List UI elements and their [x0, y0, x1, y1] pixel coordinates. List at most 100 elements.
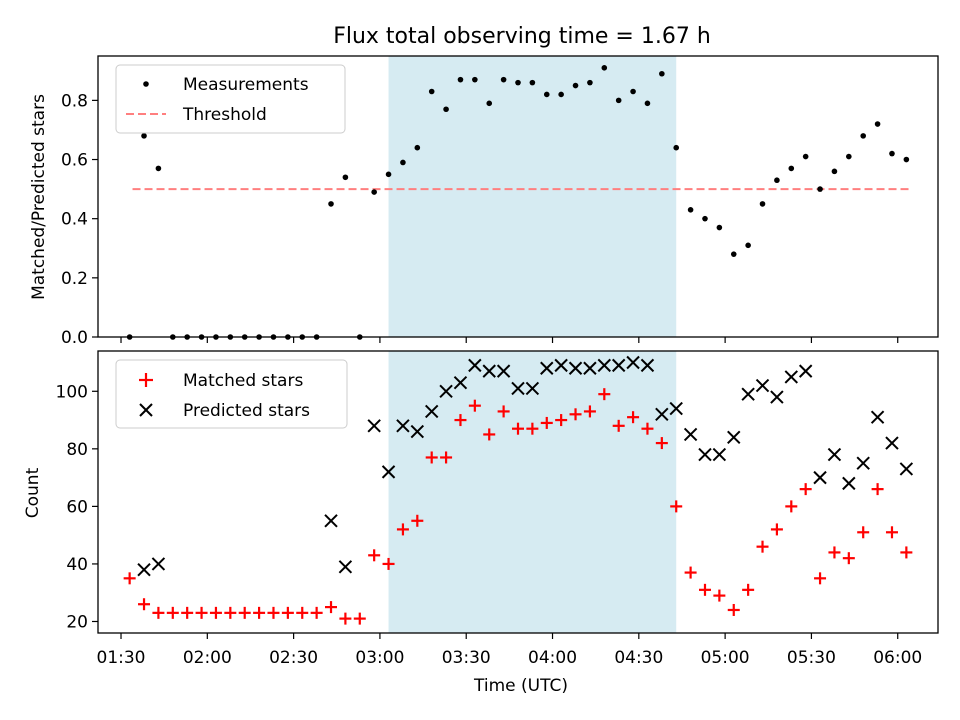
x-tick-label: 05:30 — [787, 648, 836, 668]
predicted-star-point — [827, 447, 842, 462]
matched-star-point — [885, 526, 898, 539]
measurement-point — [457, 76, 464, 83]
predicted-star-point — [496, 364, 511, 378]
predicted-star-point — [784, 370, 798, 384]
measurement-point — [414, 144, 421, 151]
measurement-point — [443, 106, 449, 113]
top-panel: 0.00.20.40.60.8 Matched/Predicted stars … — [29, 55, 939, 348]
matched-star-point — [512, 422, 524, 435]
measurement-point — [371, 189, 377, 195]
predicted-star-point — [727, 430, 741, 445]
legend-matched-marker — [139, 373, 153, 387]
matched-star-point — [857, 526, 870, 539]
matched-star-point — [828, 546, 841, 559]
measurement-point — [831, 168, 838, 175]
matched-star-point — [238, 606, 251, 619]
predicted-star-point — [410, 424, 425, 439]
matched-star-point — [138, 598, 151, 611]
matched-star-point — [698, 583, 711, 596]
bottom-y-axis-label: Count — [23, 467, 43, 518]
measurement-point — [630, 88, 636, 95]
predicted-star-point — [367, 419, 381, 433]
matched-star-point — [814, 572, 827, 585]
bottom-y-ticks: 20 40 60 80 100 — [56, 382, 98, 632]
y-tick-label: 0.4 — [61, 210, 88, 230]
bottom-legend-box — [115, 359, 348, 429]
top-shaded-span — [388, 56, 677, 337]
measurement-point — [716, 224, 723, 231]
matched-star-point — [526, 422, 539, 435]
y-tick-label: 60 — [66, 497, 88, 517]
y-tick-label: 0.2 — [61, 269, 88, 289]
matched-star-point — [353, 612, 366, 625]
x-tick-label: 03:00 — [355, 648, 404, 668]
matched-star-point — [684, 566, 697, 579]
measurement-point — [659, 70, 665, 77]
matched-star-point — [440, 451, 453, 464]
predicted-star-point — [554, 358, 568, 373]
predicted-star-point — [640, 358, 655, 373]
matched-star-point — [368, 549, 381, 562]
measurement-point — [515, 79, 521, 86]
predicted-star-point — [482, 364, 496, 378]
measurement-point — [558, 91, 564, 98]
predicted-star-point — [698, 447, 712, 462]
predicted-star-point — [683, 427, 698, 442]
matched-star-point — [195, 606, 208, 619]
matched-star-point — [871, 483, 884, 496]
matched-star-point — [540, 416, 553, 429]
measurement-point — [342, 174, 349, 181]
measurement-point — [889, 150, 895, 157]
matched-star-point — [425, 451, 438, 464]
matched-star-point — [497, 405, 510, 418]
measurement-point — [774, 177, 780, 184]
measurement-point — [817, 186, 823, 192]
measurement-point — [644, 100, 651, 107]
measurement-point — [802, 153, 809, 160]
measurement-point — [903, 156, 910, 163]
predicted-star-point — [525, 381, 540, 396]
measurement-point — [500, 76, 507, 83]
matched-star-point — [799, 483, 812, 496]
predicted-star-point — [626, 355, 640, 370]
matched-star-point — [583, 405, 596, 418]
legend-predicted-label: Predicted stars — [183, 401, 310, 421]
predicted-star-point — [870, 410, 885, 424]
matched-star-point — [310, 606, 323, 619]
predicted-star-point — [511, 381, 525, 396]
predicted-star-point — [655, 407, 669, 422]
matched-star-point — [842, 552, 855, 565]
y-tick-label: 100 — [56, 382, 88, 402]
measurement-point — [673, 144, 680, 151]
predicted-star-point — [540, 361, 554, 375]
matched-star-point — [253, 606, 266, 619]
matched-star-point — [325, 601, 338, 614]
bottom-legend: Matched stars Predicted stars — [115, 359, 348, 429]
measurement-point — [472, 76, 478, 83]
measurement-point — [400, 159, 406, 166]
matched-star-point — [785, 500, 798, 513]
measurement-point — [543, 91, 550, 98]
predicted-star-point — [424, 404, 439, 419]
matched-star-point — [454, 414, 467, 427]
predicted-star-point — [396, 419, 410, 433]
predicted-star-point — [899, 462, 914, 476]
measurement-point — [486, 100, 493, 107]
chart-title: Flux total observing time = 1.67 h — [333, 24, 711, 49]
matched-star-point — [727, 603, 740, 616]
x-tick-label: 06:00 — [873, 648, 922, 668]
measurement-point — [155, 165, 162, 172]
top-axes-frame — [97, 55, 939, 338]
matched-star-point — [555, 414, 568, 427]
y-tick-label: 0.8 — [61, 91, 88, 111]
predicted-star-point — [137, 562, 151, 577]
measurement-point — [846, 153, 852, 160]
bottom-x-ticks: 01:30 02:00 02:30 03:00 03:30 04:00 04:30 05:00… — [97, 633, 922, 668]
measurement-point — [328, 201, 334, 207]
measurement-point — [860, 133, 867, 139]
predicted-star-points — [137, 355, 914, 577]
predicted-star-point — [770, 390, 784, 404]
matched-star-point — [569, 408, 582, 421]
x-tick-label: 02:30 — [269, 648, 318, 668]
